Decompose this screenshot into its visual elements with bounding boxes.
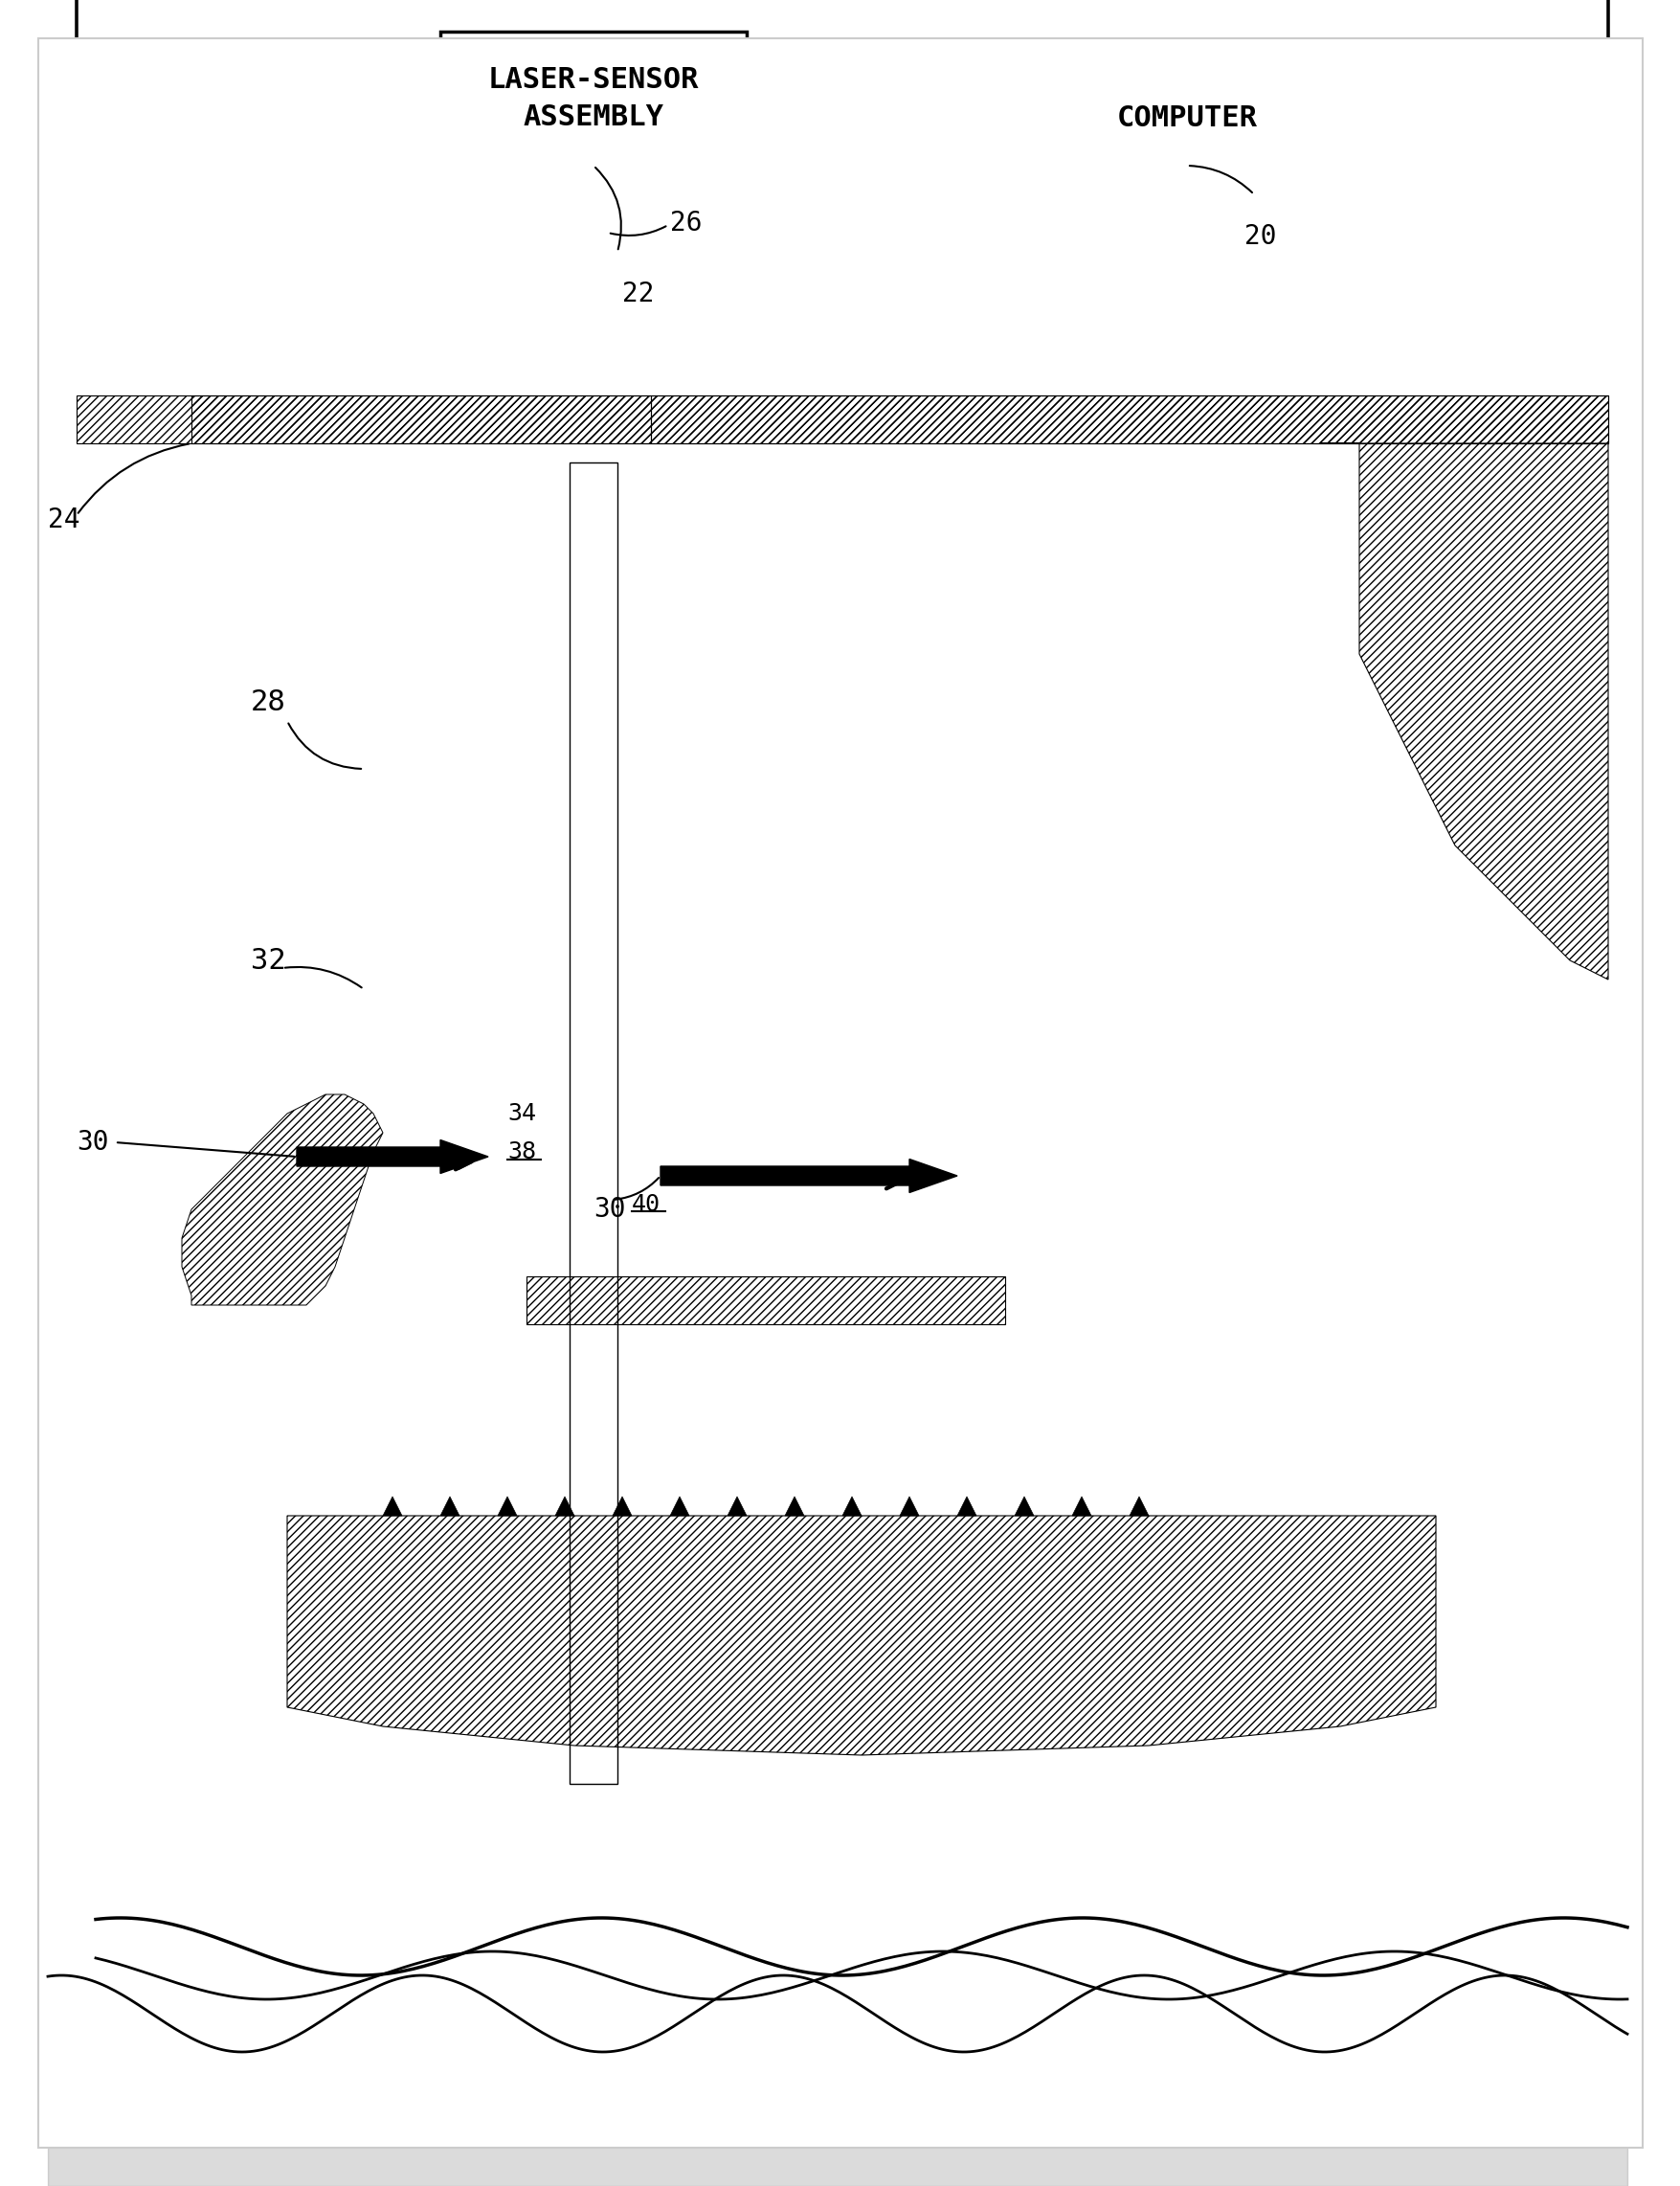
Text: 22: 22	[622, 280, 654, 308]
Polygon shape	[1015, 1497, 1033, 1515]
Bar	[774, 341, 927, 354]
Text: 24: 24	[47, 507, 81, 533]
Polygon shape	[181, 1095, 383, 1305]
Polygon shape	[77, 0, 297, 1956]
Bar	[469, 214, 603, 396]
Bar	[531, 444, 598, 1108]
Bar	[450, 203, 622, 232]
Polygon shape	[497, 1497, 517, 1515]
Polygon shape	[287, 1515, 1435, 1755]
Text: 40: 40	[632, 1194, 660, 1215]
Bar	[521, 1108, 608, 1137]
FancyArrowPatch shape	[672, 1172, 902, 1189]
Bar	[440, 31, 746, 166]
Polygon shape	[526, 1277, 1005, 1325]
Polygon shape	[727, 1497, 746, 1515]
Bar	[469, 162, 603, 179]
Text: COMPUTER: COMPUTER	[1116, 105, 1257, 131]
Bar	[1292, 463, 1349, 1132]
Bar	[455, 302, 617, 317]
Polygon shape	[785, 1497, 803, 1515]
Polygon shape	[440, 1497, 459, 1515]
Polygon shape	[77, 396, 650, 444]
Bar	[1015, 444, 1033, 1132]
Bar	[785, 251, 919, 396]
Bar	[521, 166, 549, 179]
Text: 28: 28	[250, 689, 286, 715]
Bar	[546, 444, 642, 1803]
Text: 34: 34	[507, 1102, 536, 1126]
Polygon shape	[899, 1497, 919, 1515]
Bar	[774, 247, 932, 271]
FancyArrowPatch shape	[328, 1154, 472, 1170]
Polygon shape	[1359, 0, 1608, 1900]
Polygon shape	[383, 1497, 402, 1515]
Polygon shape	[1320, 444, 1608, 979]
Text: 32: 32	[250, 947, 286, 975]
Bar	[570, 463, 617, 1784]
Bar	[1052, 70, 1320, 166]
Polygon shape	[660, 1159, 956, 1194]
Bar	[774, 302, 927, 317]
Text: 26: 26	[670, 210, 702, 236]
Polygon shape	[612, 1497, 632, 1515]
Text: LASER-SENSOR
ASSEMBLY: LASER-SENSOR ASSEMBLY	[487, 66, 699, 131]
Polygon shape	[650, 396, 1608, 444]
Bar	[459, 179, 612, 203]
Polygon shape	[670, 1497, 689, 1515]
Text: 30: 30	[593, 1196, 625, 1222]
Polygon shape	[192, 396, 1608, 444]
Text: 20: 20	[1243, 223, 1275, 249]
Polygon shape	[297, 1139, 487, 1174]
Polygon shape	[842, 1497, 862, 1515]
Polygon shape	[1005, 1132, 1292, 1281]
Polygon shape	[554, 1497, 575, 1515]
Polygon shape	[1129, 1497, 1147, 1515]
Bar	[455, 262, 617, 278]
Text: 38: 38	[507, 1141, 536, 1163]
Bar	[795, 208, 914, 227]
Bar	[1005, 444, 1043, 1132]
Bar	[504, 1089, 514, 1108]
Polygon shape	[1072, 1497, 1090, 1515]
Polygon shape	[956, 1497, 976, 1515]
Bar	[455, 339, 617, 356]
Text: 30: 30	[77, 1128, 109, 1156]
Bar	[785, 227, 924, 247]
